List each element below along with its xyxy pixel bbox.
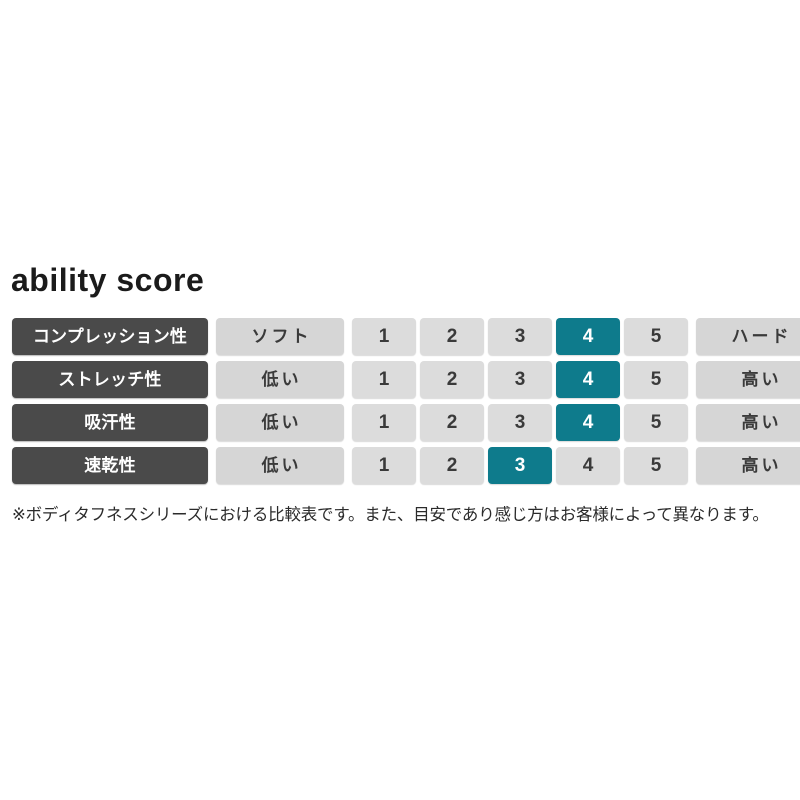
score-cell[interactable]: 5 (624, 404, 688, 441)
table-row: 吸汗性 低い 1 2 3 4 5 高い (12, 404, 800, 441)
cell-gap (688, 361, 696, 398)
score-cell-selected[interactable]: 3 (488, 447, 552, 484)
cell-gap (344, 361, 352, 398)
score-cell-selected[interactable]: 4 (556, 361, 620, 398)
cell-gap (344, 318, 352, 355)
ability-score-table: コンプレッション性 ソフト 1 2 3 4 5 ハード ストレッチ性 低い 1 2 3 4 5 高い 吸汗性 低い… (12, 318, 800, 484)
scale-high-label: 高い (696, 404, 800, 441)
cell-gap (344, 447, 352, 484)
scale-high-label: 高い (696, 447, 800, 484)
score-cell[interactable]: 2 (420, 447, 484, 484)
scale-high-label: 高い (696, 361, 800, 398)
row-label: 吸汗性 (12, 404, 208, 441)
score-cell[interactable]: 2 (420, 404, 484, 441)
table-row: 速乾性 低い 1 2 3 4 5 高い (12, 447, 800, 484)
scale-low-label: 低い (216, 404, 344, 441)
scale-low-label: ソフト (216, 318, 344, 355)
score-cell[interactable]: 3 (488, 404, 552, 441)
scale-low-label: 低い (216, 447, 344, 484)
score-cell[interactable]: 3 (488, 361, 552, 398)
row-label: ストレッチ性 (12, 361, 208, 398)
cell-gap (688, 447, 696, 484)
table-row: ストレッチ性 低い 1 2 3 4 5 高い (12, 361, 800, 398)
cell-gap (208, 447, 216, 484)
row-label: コンプレッション性 (12, 318, 208, 355)
score-cell[interactable]: 5 (624, 447, 688, 484)
score-cell[interactable]: 2 (420, 318, 484, 355)
cell-gap (688, 404, 696, 441)
footnote-text: ※ボディタフネスシリーズにおける比較表です。また、目安であり感じ方はお客様によっ… (12, 506, 769, 524)
score-cell-selected[interactable]: 4 (556, 318, 620, 355)
score-cell-selected[interactable]: 4 (556, 404, 620, 441)
scale-high-label: ハード (696, 318, 800, 355)
score-cell[interactable]: 4 (556, 447, 620, 484)
cell-gap (208, 404, 216, 441)
cell-gap (688, 318, 696, 355)
score-cell[interactable]: 2 (420, 361, 484, 398)
page-title: ability score (11, 262, 205, 298)
score-cell[interactable]: 1 (352, 404, 416, 441)
score-cell[interactable]: 1 (352, 361, 416, 398)
row-label: 速乾性 (12, 447, 208, 484)
cell-gap (208, 318, 216, 355)
score-cell[interactable]: 3 (488, 318, 552, 355)
cell-gap (344, 404, 352, 441)
score-cell[interactable]: 5 (624, 318, 688, 355)
table-row: コンプレッション性 ソフト 1 2 3 4 5 ハード (12, 318, 800, 355)
score-cell[interactable]: 1 (352, 318, 416, 355)
cell-gap (208, 361, 216, 398)
scale-low-label: 低い (216, 361, 344, 398)
score-cell[interactable]: 5 (624, 361, 688, 398)
score-cell[interactable]: 1 (352, 447, 416, 484)
